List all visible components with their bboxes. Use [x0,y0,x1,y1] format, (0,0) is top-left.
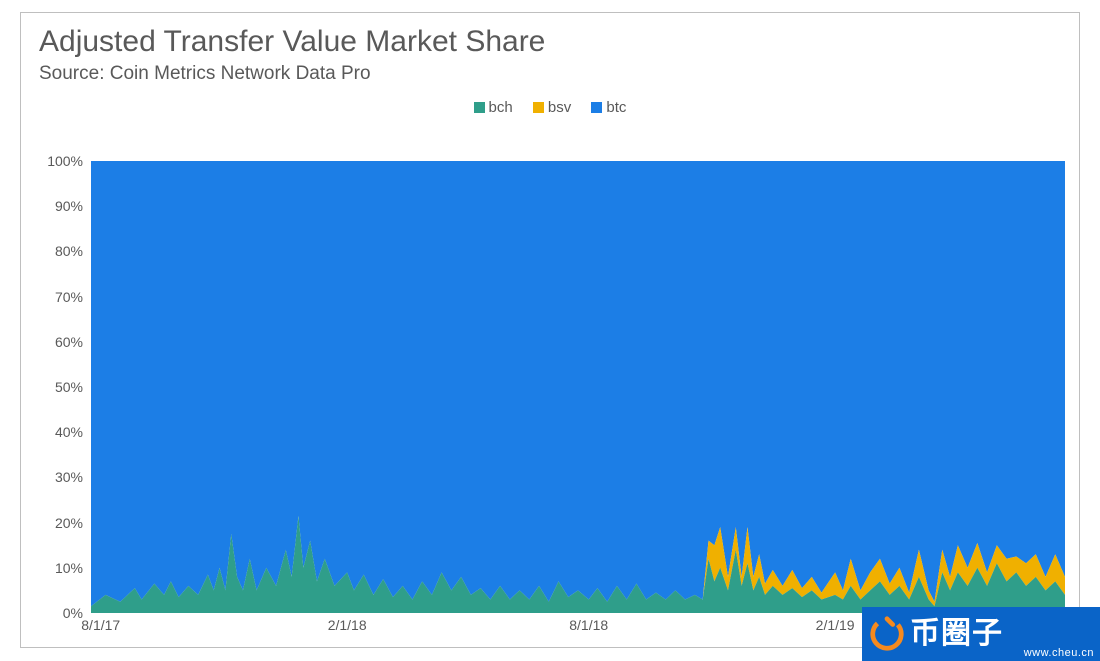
swatch-bsv [533,102,544,113]
watermark: 币圈子 www.cheu.cn [862,607,1100,661]
y-tick-label: 90% [55,198,83,214]
x-tick-label: 8/1/17 [81,617,120,633]
x-tick-label: 2/1/18 [328,617,367,633]
y-axis: 0%10%20%30%40%50%60%70%80%90%100% [35,161,87,613]
chart-title: Adjusted Transfer Value Market Share [39,25,1079,59]
chart-frame: Adjusted Transfer Value Market Share Sou… [20,12,1080,648]
legend-label-btc: btc [606,99,626,116]
chart-svg [91,161,1065,613]
y-tick-label: 80% [55,243,83,259]
y-tick-label: 30% [55,469,83,485]
legend-label-bch: bch [489,99,513,116]
legend-label-bsv: bsv [548,99,571,116]
y-tick-label: 70% [55,289,83,305]
legend-item-bch: bch [474,99,513,116]
x-tick-label: 8/1/18 [569,617,608,633]
area-btc [91,161,1065,606]
y-tick-label: 40% [55,424,83,440]
y-tick-label: 0% [63,605,83,621]
y-tick-label: 20% [55,515,83,531]
swatch-btc [591,102,602,113]
plot-wrap: 0%10%20%30%40%50%60%70%80%90%100% 8/1/17… [35,161,1065,613]
legend: bch bsv btc [21,99,1079,116]
y-tick-label: 10% [55,560,83,576]
legend-item-btc: btc [591,99,626,116]
stacked-areas [91,161,1065,613]
watermark-text: 币圈子 [910,619,1003,649]
x-tick-label: 2/1/19 [816,617,855,633]
chart-subtitle: Source: Coin Metrics Network Data Pro [39,63,1079,85]
y-tick-label: 60% [55,334,83,350]
watermark-logo-icon [868,615,906,653]
watermark-url: www.cheu.cn [1024,647,1094,659]
plot-area [91,161,1065,613]
y-tick-label: 50% [55,379,83,395]
title-area: Adjusted Transfer Value Market Share Sou… [21,13,1079,85]
y-tick-label: 100% [47,153,83,169]
legend-item-bsv: bsv [533,99,571,116]
swatch-bch [474,102,485,113]
